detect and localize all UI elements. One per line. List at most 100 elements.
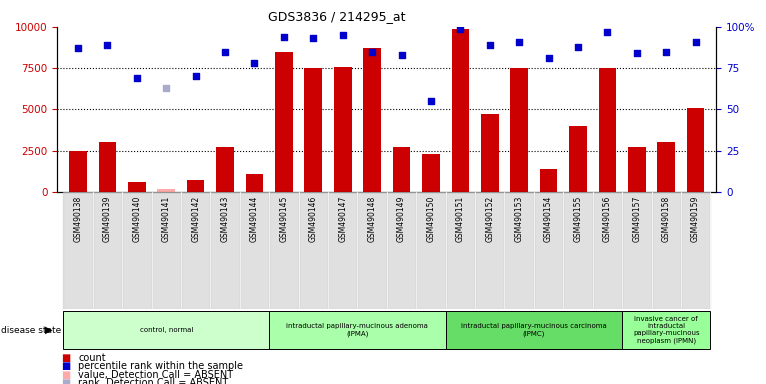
Bar [216, 147, 234, 192]
Bar [687, 108, 705, 192]
Text: GSM490140: GSM490140 [133, 195, 142, 242]
Bar [622, 311, 710, 349]
Text: GSM490148: GSM490148 [368, 195, 377, 242]
Point [366, 48, 378, 55]
Text: GSM490141: GSM490141 [162, 195, 171, 242]
Text: GSM490143: GSM490143 [221, 195, 230, 242]
Point [660, 48, 673, 55]
Bar [628, 147, 646, 192]
Bar [363, 48, 381, 192]
Point [395, 52, 408, 58]
Bar [534, 192, 563, 309]
Bar [99, 142, 116, 192]
Text: GSM490156: GSM490156 [603, 195, 612, 242]
Text: GSM490147: GSM490147 [339, 195, 347, 242]
Point [131, 75, 143, 81]
Bar [569, 126, 587, 192]
Bar [240, 192, 269, 309]
Bar [122, 192, 152, 309]
Point [307, 35, 319, 41]
Bar [358, 192, 387, 309]
Text: GSM490138: GSM490138 [74, 195, 83, 242]
Bar [334, 66, 352, 192]
Bar [451, 28, 469, 192]
Text: intraductal papillary-mucinous adenoma
(IPMA): intraductal papillary-mucinous adenoma (… [286, 323, 428, 337]
Bar [416, 192, 446, 309]
Bar [275, 51, 293, 192]
Text: control, normal: control, normal [139, 327, 193, 333]
Point [572, 44, 584, 50]
Bar [598, 68, 616, 192]
Point [219, 48, 231, 55]
Text: GSM490153: GSM490153 [515, 195, 524, 242]
Bar [657, 142, 675, 192]
Bar [69, 151, 87, 192]
Bar [269, 311, 446, 349]
Bar [328, 192, 358, 309]
Bar [681, 192, 710, 309]
Bar [299, 192, 328, 309]
Point [483, 42, 496, 48]
Bar [505, 192, 534, 309]
Bar [158, 189, 175, 192]
Text: count: count [78, 353, 106, 363]
Text: GSM490145: GSM490145 [280, 195, 288, 242]
Point [189, 73, 201, 79]
Text: intraductal papillary-mucinous carcinoma
(IPMC): intraductal papillary-mucinous carcinoma… [461, 323, 607, 337]
Bar [152, 192, 181, 309]
Text: rank, Detection Call = ABSENT: rank, Detection Call = ABSENT [78, 378, 228, 384]
Bar [211, 192, 240, 309]
Point [336, 32, 349, 38]
Text: GDS3836 / 214295_at: GDS3836 / 214295_at [268, 10, 406, 23]
Point [72, 45, 84, 51]
Text: ▶: ▶ [45, 325, 53, 335]
Text: ■: ■ [61, 370, 70, 380]
Bar [510, 68, 528, 192]
Point [601, 29, 614, 35]
Text: GSM490158: GSM490158 [662, 195, 671, 242]
Text: GSM490150: GSM490150 [427, 195, 435, 242]
Text: disease state: disease state [1, 326, 61, 335]
Point [513, 39, 525, 45]
Bar [540, 169, 558, 192]
Bar [652, 192, 681, 309]
Bar [64, 192, 93, 309]
Bar [269, 192, 299, 309]
Bar [393, 147, 411, 192]
Bar [305, 68, 322, 192]
Point [160, 85, 172, 91]
Bar [481, 114, 499, 192]
Text: ■: ■ [61, 378, 70, 384]
Text: GSM490139: GSM490139 [103, 195, 112, 242]
Text: ■: ■ [61, 353, 70, 363]
Bar [93, 192, 122, 309]
Text: percentile rank within the sample: percentile rank within the sample [78, 361, 243, 371]
Text: GSM490151: GSM490151 [456, 195, 465, 242]
Bar [446, 192, 475, 309]
Bar [246, 174, 264, 192]
Text: value, Detection Call = ABSENT: value, Detection Call = ABSENT [78, 370, 234, 380]
Bar [475, 192, 505, 309]
Text: GSM490149: GSM490149 [397, 195, 406, 242]
Text: GSM490155: GSM490155 [574, 195, 582, 242]
Text: invasive cancer of
intraductal
papillary-mucinous
neoplasm (IPMN): invasive cancer of intraductal papillary… [633, 316, 699, 344]
Point [101, 42, 113, 48]
Point [630, 50, 643, 56]
Bar [622, 192, 652, 309]
Bar [593, 192, 622, 309]
Bar [64, 311, 269, 349]
Point [248, 60, 260, 66]
Point [454, 25, 466, 31]
Bar [446, 311, 622, 349]
Point [425, 98, 437, 104]
Text: GSM490144: GSM490144 [250, 195, 259, 242]
Text: GSM490142: GSM490142 [192, 195, 200, 242]
Text: GSM490154: GSM490154 [544, 195, 553, 242]
Bar [422, 154, 440, 192]
Text: GSM490146: GSM490146 [309, 195, 318, 242]
Text: GSM490157: GSM490157 [632, 195, 641, 242]
Text: ■: ■ [61, 361, 70, 371]
Text: GSM490152: GSM490152 [486, 195, 494, 242]
Bar [563, 192, 593, 309]
Bar [187, 180, 205, 192]
